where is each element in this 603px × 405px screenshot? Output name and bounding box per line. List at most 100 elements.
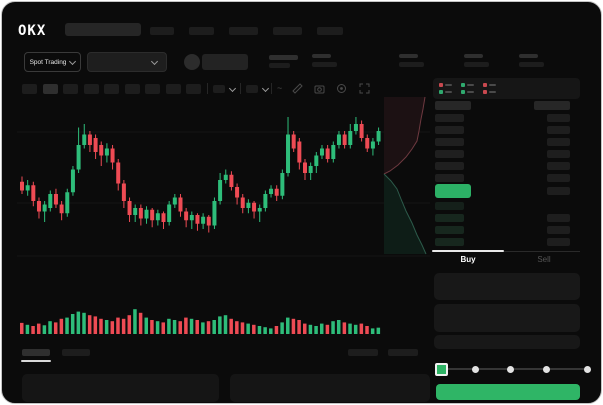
timeframe-button[interactable] [42, 84, 58, 94]
stat-value-skeleton [399, 62, 424, 67]
last-price-skeleton [269, 55, 298, 60]
nav-item-skeleton[interactable] [150, 27, 174, 35]
volume-bar [20, 322, 24, 334]
amount-slider-track[interactable] [440, 368, 588, 370]
line-tool-icon[interactable]: ~ [277, 83, 283, 93]
timeframe-button[interactable] [83, 84, 99, 94]
slider-stop-dot[interactable] [543, 366, 550, 373]
volume-bar [308, 324, 313, 334]
timeframe-button[interactable] [22, 84, 37, 94]
volume-bar [82, 312, 86, 334]
timeframe-button[interactable] [63, 84, 78, 94]
candle-body [314, 155, 319, 166]
buy-submit-button[interactable] [436, 384, 580, 400]
volume-bar [257, 326, 262, 334]
indicators-button[interactable] [246, 85, 258, 93]
timeframe-button[interactable] [145, 84, 160, 94]
last-price-total [547, 187, 570, 195]
bottom-tab[interactable] [62, 349, 90, 356]
candle-body [155, 213, 160, 221]
candle-body [280, 173, 285, 196]
timeframe-button[interactable] [124, 84, 140, 94]
amount-input[interactable] [434, 304, 580, 332]
chevron-down-icon [69, 57, 77, 65]
fullscreen-icon[interactable] [359, 83, 370, 94]
volume-bar [314, 326, 318, 334]
stat-label-skeleton [464, 54, 483, 58]
timeframe-button[interactable] [186, 84, 201, 94]
candle-body [212, 201, 217, 226]
candle-body [133, 208, 138, 215]
volume-bar [65, 317, 69, 334]
volume-bar [263, 327, 267, 334]
spread-row [435, 202, 464, 210]
volume-bar [246, 323, 250, 334]
search-input[interactable] [65, 23, 141, 36]
chevron-down-icon[interactable] [261, 84, 270, 93]
candle-type-button[interactable] [213, 85, 225, 93]
volume-bar [229, 318, 233, 334]
candle-body [359, 124, 364, 138]
candlestick-chart[interactable] [17, 96, 430, 272]
last-price-bar[interactable] [435, 184, 471, 198]
ask-row-size [435, 138, 464, 146]
tab-buy[interactable]: Buy [460, 255, 476, 264]
camera-icon[interactable] [314, 83, 325, 94]
ask-row-total [547, 162, 570, 170]
volume-bar [319, 323, 324, 334]
candle-body [178, 197, 183, 212]
nav-item-skeleton[interactable] [189, 27, 214, 35]
pair-name-skeleton[interactable] [202, 54, 248, 70]
market-pair-dropdown[interactable] [87, 52, 167, 72]
book-bids-icon[interactable] [461, 83, 474, 95]
total-input[interactable] [434, 335, 580, 349]
volume-bar [223, 315, 228, 334]
candle-body [286, 134, 291, 173]
nav-item-skeleton[interactable] [317, 27, 343, 35]
slider-stop-dot[interactable] [507, 366, 514, 373]
candle-body [229, 174, 234, 187]
timeframe-button[interactable] [104, 84, 119, 94]
price-input[interactable] [434, 273, 580, 300]
chevron-down-icon[interactable] [228, 84, 237, 93]
candle-body [336, 134, 341, 145]
volume-bar [25, 324, 30, 334]
volume-bar [144, 317, 149, 334]
settings-icon[interactable] [336, 83, 347, 94]
bottom-tab-active[interactable] [22, 349, 50, 356]
brush-icon[interactable] [292, 83, 303, 94]
candle-body [93, 138, 98, 152]
buy-tab-indicator [432, 250, 504, 252]
volume-bar [70, 314, 75, 334]
bottom-control[interactable] [388, 349, 418, 356]
volume-bar [167, 318, 171, 334]
tab-sell[interactable]: Sell [537, 255, 551, 264]
volume-bar [201, 322, 205, 334]
slider-stop-dot[interactable] [584, 366, 591, 373]
okx-logo[interactable]: OKX [18, 23, 47, 39]
stat-value-skeleton [519, 62, 544, 67]
candle-body [235, 187, 240, 198]
bid-row-total [547, 238, 570, 246]
slider-stop-dot[interactable] [472, 366, 479, 373]
book-both-icon[interactable] [439, 83, 452, 95]
candle-body [297, 141, 302, 163]
candle-body [325, 148, 330, 159]
candle-body [303, 162, 307, 173]
stat-value-skeleton [464, 62, 489, 67]
volume-bar [104, 320, 109, 334]
nav-item-skeleton[interactable] [229, 27, 258, 35]
candle-body [48, 194, 53, 208]
volume-bar [342, 322, 347, 334]
nav-item-skeleton[interactable] [273, 27, 302, 35]
bid-row-total [547, 226, 570, 234]
volume-bar [48, 321, 52, 334]
candle-body [25, 185, 30, 191]
volume-bar [36, 323, 41, 334]
amount-slider-handle[interactable] [435, 363, 448, 376]
timeframe-button[interactable] [165, 84, 181, 94]
bottom-control[interactable] [348, 349, 378, 356]
volume-bar [138, 312, 143, 334]
book-asks-icon[interactable] [483, 83, 496, 95]
spot-trading-dropdown[interactable]: Spot Trading [24, 52, 81, 72]
